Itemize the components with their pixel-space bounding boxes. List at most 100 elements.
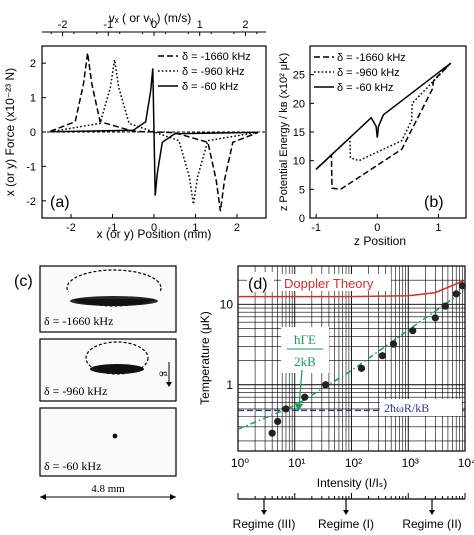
top-tick-label: -2 (58, 19, 68, 31)
legend-label: δ = -60 kHz (182, 81, 239, 93)
data-point (441, 302, 449, 310)
data-point (431, 314, 439, 322)
y-tick-label: -1 (26, 161, 36, 173)
data-point (322, 381, 330, 389)
regime-i-label: Regime (I) (318, 517, 374, 531)
panel-c: (c) δ = -1660 kHz δ = -960 kHz g δ = -60… (14, 265, 177, 500)
linewidth-fraction-numerator: ħΓE (294, 332, 316, 347)
y-axis-label-a: x (or y) Force (x10⁻²³ N) (3, 68, 17, 196)
y-tick-label: 1 (30, 93, 36, 105)
legend-a: δ = -1660 kHz δ = -960 kHz δ = -60 kHz (158, 51, 251, 93)
data-point (357, 364, 366, 372)
x-tick-label: -1 (311, 222, 321, 234)
legend-label: δ = -60 kHz (337, 82, 394, 94)
panel-label-b: (b) (424, 194, 444, 211)
series-line (238, 279, 466, 298)
image-frame (39, 407, 177, 477)
curves-a (50, 52, 258, 212)
x-tick-label: -1 (108, 222, 118, 234)
doppler-label-bg (281, 274, 391, 291)
panel-label-c: (c) (14, 273, 33, 290)
top-tick-label: -1 (103, 19, 113, 31)
absorption-image-2: δ = -960 kHz g (39, 338, 177, 402)
series-line (50, 68, 258, 196)
regime-arrow-i-head (343, 510, 349, 515)
x-tick-label: 0 (374, 222, 380, 234)
x-tick-label: 2 (234, 222, 240, 234)
series-line (315, 62, 452, 170)
y-tick-label: 0 (30, 127, 36, 139)
y-tick-label: 20 (293, 98, 305, 110)
x-tick-label: 10¹ (288, 456, 305, 470)
data-point (452, 290, 460, 298)
y-axis-label-d: Temperature (μK) (198, 311, 212, 405)
top-tick-label: 1 (197, 19, 203, 31)
x-tick-label: 1 (435, 222, 441, 234)
y-tick-label: 10 (293, 156, 305, 168)
legend-label: δ = -1660 kHz (337, 52, 406, 64)
regime-arrow-ii-head (429, 510, 435, 515)
recoil-label-bg (380, 399, 462, 416)
x-axis-label-d: Intensity (I/Iₛ) (317, 476, 388, 490)
y-tick-label: 2 (30, 58, 36, 70)
legend-label: δ = -960 kHz (337, 67, 400, 79)
legend-label: δ = -960 kHz (182, 66, 245, 78)
fraction-label-bg (281, 327, 329, 373)
panel-label-bg-d (247, 272, 274, 292)
data-point (389, 340, 398, 348)
data-point (282, 405, 290, 413)
absorption-image-3: δ = -60 kHz (39, 407, 177, 477)
curves-b (315, 62, 452, 191)
linewidth-fraction-denominator: 2kB (294, 354, 316, 369)
trap-boundary (66, 269, 162, 307)
cloud-mask (68, 292, 160, 299)
x-tick-label: 10⁴ (458, 456, 474, 470)
top-axis-label: vₓ ( or vᵧ ) (m/s) (109, 11, 191, 25)
data-point (274, 417, 282, 426)
series-line (315, 62, 452, 191)
y-tick-label: 10 (220, 297, 234, 311)
y-tick-label: 0 (299, 213, 305, 225)
y-tick-label: 5 (299, 184, 305, 196)
panel-b: -1 0 1 25 20 15 10 5 0 δ = -1660 kHz δ = -960 kHz… (278, 45, 467, 248)
x-tick-label: 1 (192, 222, 198, 234)
gravity-label: g (159, 371, 171, 377)
regime-arrows (261, 499, 435, 515)
data-point (458, 282, 467, 290)
top-tick-label: 0 (151, 19, 157, 31)
panel-label-d: (d) (248, 276, 268, 293)
axes-d: 10⁰ 10¹ 10² 10³ 10⁴ 10 1 (220, 297, 474, 470)
regime-ticks (237, 493, 466, 499)
legend-label: δ = -1660 kHz (182, 51, 251, 63)
cloud-core (70, 296, 158, 306)
y-tick-label: 25 (293, 70, 305, 82)
gravity-arrow-head (166, 382, 172, 387)
series-line (50, 59, 258, 205)
absorption-image-1: δ = -1660 kHz (39, 265, 177, 333)
recoil-temperature-label: 2ħωR/kB (384, 401, 429, 415)
x-axis-label-a: x (or y) Position (mm) (97, 227, 212, 241)
top-axis-ticks: -2 -1 0 1 2 (42, 19, 266, 36)
y-tick-label: -2 (26, 196, 36, 208)
top-tick-label: 2 (242, 19, 248, 31)
scale-arrow-left (40, 494, 46, 500)
caption-3: δ = -60 kHz (44, 459, 101, 473)
regime-arrow-iii-head (261, 510, 267, 515)
atom-cloud (90, 364, 144, 374)
atom-cloud (112, 433, 118, 439)
scale-label: 4.8 mm (91, 483, 125, 495)
x-tick-label: -2 (66, 222, 76, 234)
x-tick-label: 10³ (402, 456, 419, 470)
regime-iii-label: Regime (III) (233, 517, 296, 531)
x-tick-label: 10² (345, 456, 362, 470)
panel-d: 10⁰ 10¹ 10² 10³ 10⁴ 10 1 (d) Doppler Theory ħΓ… (198, 265, 474, 490)
y-axis-label-b: z Potential Energy / kʙ (x10² μK) (278, 53, 290, 211)
panel-label-a: (a) (50, 194, 70, 211)
scale-arrow-right (170, 494, 176, 500)
x-tick-label: 10⁰ (231, 456, 249, 470)
series-line (315, 62, 452, 170)
y-tick-label: 15 (293, 127, 305, 139)
panel-a: vₓ ( or vᵧ ) (m/s) -2 -1 0 1 2 -2 -1 0 1 2210-1-… (3, 11, 267, 241)
y-tick-label: 1 (226, 378, 233, 392)
